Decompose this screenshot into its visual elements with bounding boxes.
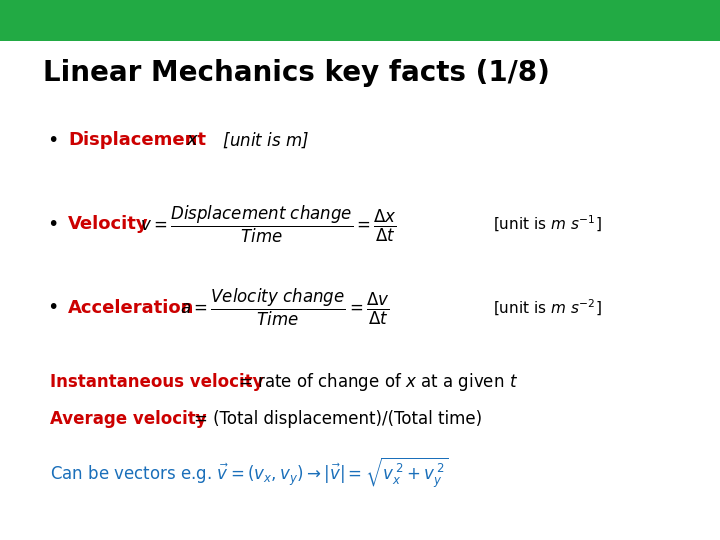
Text: $a = \dfrac{\mathit{Velocity\ change}}{\mathit{Time}} = \dfrac{\Delta v}{\Delta : $a = \dfrac{\mathit{Velocity\ change}}{\… <box>180 287 390 328</box>
Text: •: • <box>47 131 58 150</box>
Text: Average velocity: Average velocity <box>50 409 207 428</box>
Text: •: • <box>47 298 58 318</box>
Text: Can be vectors e.g. $\vec{v} = \left(v_x, v_y\right) \rightarrow |\vec{v}| = \sq: Can be vectors e.g. $\vec{v} = \left(v_x… <box>50 455 449 490</box>
Text: Acceleration: Acceleration <box>68 299 195 317</box>
Bar <box>0 0 720 40</box>
Text: Velocity: Velocity <box>68 215 149 233</box>
Text: Displacement: Displacement <box>68 131 207 150</box>
Text: [unit is $m$]: [unit is $m$] <box>212 131 310 150</box>
Text: = (Total displacement)/(Total time): = (Total displacement)/(Total time) <box>194 409 482 428</box>
Text: $v = \dfrac{\mathit{Displacement\ change}}{\mathit{Time}} = \dfrac{\Delta x}{\De: $v = \dfrac{\mathit{Displacement\ change… <box>140 204 397 245</box>
Text: [unit is $m\ s^{-1}$]: [unit is $m\ s^{-1}$] <box>493 214 602 234</box>
Text: •: • <box>47 214 58 234</box>
Text: $x$: $x$ <box>186 131 199 150</box>
Text: [unit is $m\ s^{-2}$]: [unit is $m\ s^{-2}$] <box>493 298 602 318</box>
Text: = rate of change of $x$ at a given $t$: = rate of change of $x$ at a given $t$ <box>238 371 518 393</box>
Text: Instantaneous velocity: Instantaneous velocity <box>50 373 264 391</box>
Text: Linear Mechanics key facts (1/8): Linear Mechanics key facts (1/8) <box>43 59 550 87</box>
